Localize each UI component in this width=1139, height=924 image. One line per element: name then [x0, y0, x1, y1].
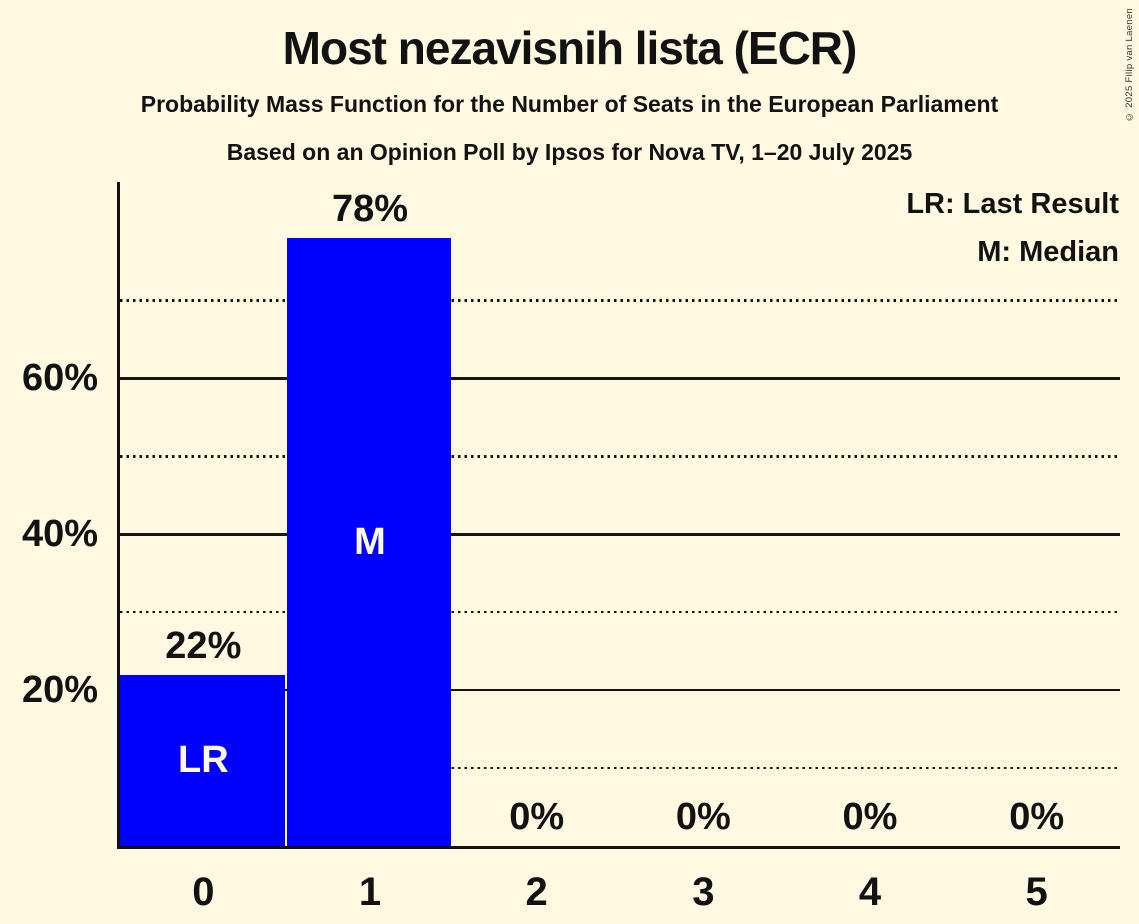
x-axis-label-2: 2 [525, 870, 548, 914]
x-axis-label-3: 3 [692, 870, 715, 914]
x-axis-label-0: 0 [192, 870, 215, 914]
gridline-40 [120, 533, 1120, 536]
chart-legend: LR: Last Result M: Median [906, 180, 1119, 276]
y-axis-label-20: 20% [21, 669, 98, 712]
x-axis-label-1: 1 [358, 870, 382, 914]
legend-item-last-result: LR: Last Result [906, 188, 1119, 220]
chart-subtitle: Probability Mass Function for the Number… [140, 91, 999, 117]
bar-value-label-5: 0% [1009, 796, 1065, 838]
gridline-10 [120, 766, 1120, 770]
plot-area: 20% 40% 60% 22% LR 0 78% M 1 0% 2 0% 3 0% 4 0% 5 [22, 182, 1120, 912]
bar-value-label-2: 0% [509, 796, 565, 838]
bar-seats-1 [286, 238, 452, 846]
bar-value-label-1: 78% [331, 188, 409, 231]
gridline-70 [120, 299, 1120, 302]
gridline-60 [120, 377, 1120, 380]
legend-item-median: M: Median [977, 236, 1119, 268]
bar-seats-0 [120, 674, 285, 846]
chart-source-line: Based on an Opinion Poll by Ipsos for No… [226, 139, 913, 165]
x-axis-label-4: 4 [858, 870, 882, 914]
y-axis-label-40: 40% [21, 513, 98, 556]
gridline-30 [120, 610, 1120, 614]
x-axis-line [117, 846, 1120, 849]
bar-annotation-lr: LR [178, 739, 229, 782]
bar-value-label-0: 22% [165, 624, 242, 667]
y-axis-label-60: 60% [21, 357, 98, 400]
bar-annotation-m: M [354, 521, 386, 564]
chart-title: Most nezavisnih lista (ECR) [282, 22, 858, 74]
gridline-20 [120, 688, 1120, 692]
x-axis-label-5: 5 [1025, 870, 1048, 914]
y-axis-line [117, 182, 120, 849]
bar-value-label-3: 0% [675, 796, 731, 838]
bar-value-label-4: 0% [842, 796, 898, 838]
copyright-notice: © 2025 Filip van Laenen [1124, 8, 1135, 123]
gridline-50 [120, 455, 1120, 458]
